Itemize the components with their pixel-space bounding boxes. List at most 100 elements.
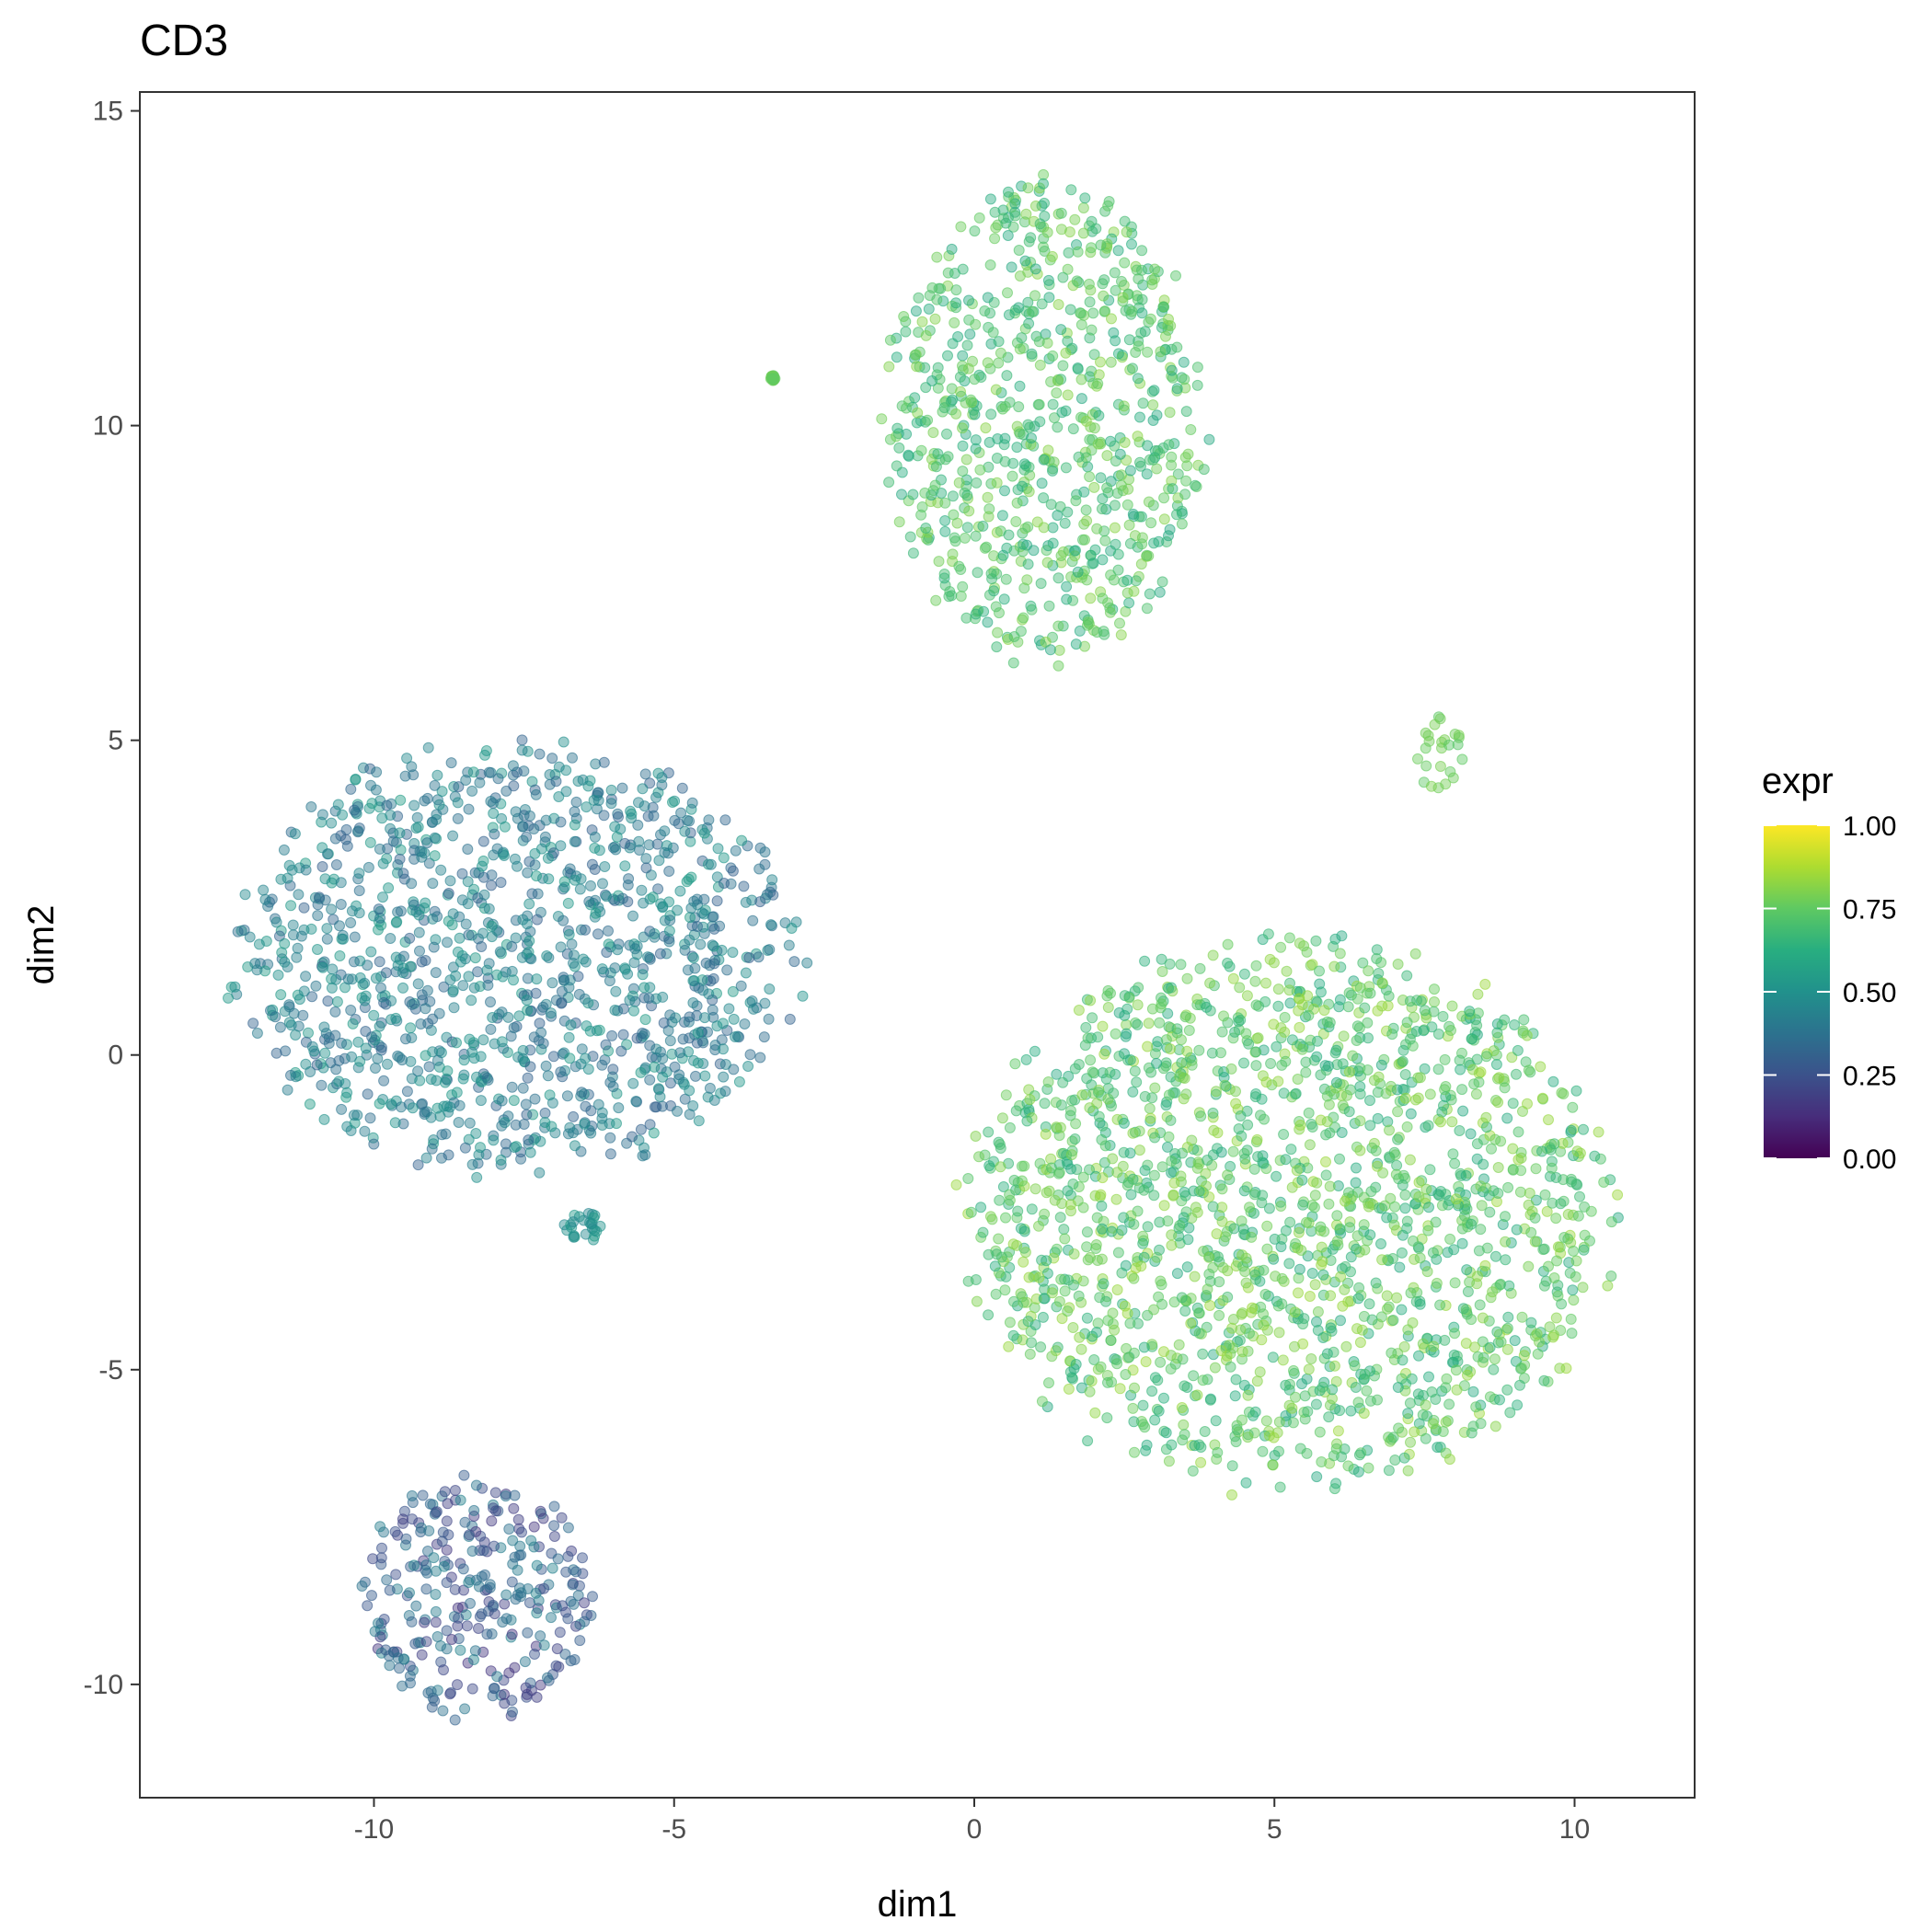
data-point bbox=[997, 549, 1009, 561]
data-point bbox=[1097, 278, 1109, 290]
data-point bbox=[555, 840, 567, 852]
data-point bbox=[496, 1120, 508, 1132]
data-point bbox=[611, 831, 623, 843]
data-point bbox=[1146, 1092, 1158, 1104]
data-point bbox=[1137, 1399, 1149, 1411]
data-point bbox=[1095, 1189, 1107, 1201]
data-point bbox=[405, 1677, 416, 1689]
data-point bbox=[742, 1061, 754, 1072]
data-point bbox=[1249, 1269, 1261, 1281]
data-point bbox=[1011, 1239, 1023, 1251]
data-point bbox=[404, 996, 416, 1007]
data-point bbox=[1276, 1272, 1288, 1284]
data-point bbox=[511, 1141, 523, 1153]
data-point bbox=[352, 1036, 364, 1048]
data-point bbox=[922, 534, 934, 546]
data-point bbox=[283, 1017, 295, 1029]
data-point bbox=[487, 918, 499, 930]
data-point bbox=[408, 769, 420, 781]
data-point bbox=[628, 1005, 639, 1017]
data-point bbox=[1370, 1144, 1382, 1156]
data-point bbox=[1487, 1286, 1499, 1298]
data-point bbox=[1397, 1044, 1409, 1056]
data-point bbox=[1128, 1416, 1140, 1428]
data-point bbox=[970, 530, 982, 542]
data-point bbox=[1018, 458, 1030, 470]
data-point bbox=[635, 1066, 647, 1078]
data-point bbox=[664, 914, 676, 926]
data-point bbox=[698, 893, 710, 905]
data-point bbox=[370, 972, 382, 984]
data-point bbox=[938, 572, 950, 584]
data-point bbox=[413, 926, 425, 938]
data-point bbox=[1489, 1250, 1501, 1262]
data-point bbox=[487, 822, 499, 834]
data-point bbox=[1033, 398, 1045, 410]
data-point bbox=[1158, 492, 1170, 504]
data-point bbox=[1321, 1116, 1333, 1128]
data-point bbox=[1014, 428, 1026, 440]
data-point bbox=[965, 394, 977, 406]
data-point bbox=[924, 290, 936, 302]
data-point bbox=[701, 833, 713, 845]
data-point bbox=[521, 918, 533, 930]
data-point bbox=[550, 1602, 562, 1614]
data-point bbox=[353, 907, 365, 919]
data-point bbox=[1088, 1354, 1100, 1365]
data-point bbox=[316, 961, 328, 973]
data-point bbox=[1317, 1256, 1328, 1268]
data-point bbox=[1384, 1124, 1395, 1136]
data-point bbox=[1323, 1198, 1335, 1210]
data-point bbox=[1041, 557, 1053, 569]
data-point bbox=[555, 1066, 567, 1078]
data-point bbox=[657, 1052, 669, 1064]
data-point bbox=[397, 1513, 408, 1525]
data-point bbox=[1511, 1224, 1523, 1236]
data-point bbox=[387, 835, 399, 847]
data-point bbox=[686, 797, 698, 809]
data-point bbox=[1396, 1304, 1408, 1316]
data-point bbox=[923, 303, 935, 315]
data-point bbox=[575, 1058, 587, 1070]
data-point bbox=[297, 1009, 309, 1021]
data-point bbox=[1097, 1020, 1109, 1032]
data-point bbox=[569, 1654, 581, 1665]
data-point bbox=[1181, 1045, 1193, 1057]
data-point bbox=[929, 479, 941, 491]
data-point bbox=[395, 844, 407, 856]
data-point bbox=[952, 331, 964, 342]
data-point bbox=[579, 1597, 590, 1609]
data-point bbox=[1186, 1059, 1198, 1071]
data-point bbox=[468, 1052, 480, 1064]
data-point bbox=[1153, 1405, 1165, 1417]
data-point bbox=[1215, 1345, 1227, 1357]
data-point bbox=[1135, 511, 1147, 523]
data-point bbox=[515, 1549, 527, 1561]
data-point bbox=[553, 1661, 565, 1673]
data-point bbox=[238, 925, 250, 936]
data-point bbox=[1236, 1414, 1248, 1426]
data-point bbox=[1158, 1200, 1170, 1212]
data-point bbox=[1135, 1260, 1147, 1272]
data-point bbox=[948, 509, 960, 521]
data-point bbox=[474, 1611, 486, 1623]
data-point bbox=[383, 882, 395, 894]
data-point bbox=[983, 1160, 995, 1172]
data-point bbox=[502, 1110, 514, 1122]
data-point bbox=[1337, 1058, 1349, 1070]
data-point bbox=[1352, 1293, 1364, 1305]
data-point bbox=[365, 946, 377, 958]
y-tick-label: 15 bbox=[93, 97, 123, 127]
data-point bbox=[1092, 1031, 1104, 1043]
data-point bbox=[491, 843, 503, 855]
data-point bbox=[907, 489, 919, 500]
data-point bbox=[505, 1710, 517, 1721]
data-point bbox=[1414, 1072, 1426, 1084]
data-point bbox=[1420, 760, 1432, 772]
data-point bbox=[1047, 465, 1058, 477]
data-point bbox=[1115, 479, 1127, 491]
data-point bbox=[1015, 1223, 1027, 1235]
data-point bbox=[1162, 1215, 1174, 1227]
data-point bbox=[310, 980, 322, 992]
data-point bbox=[696, 823, 708, 835]
